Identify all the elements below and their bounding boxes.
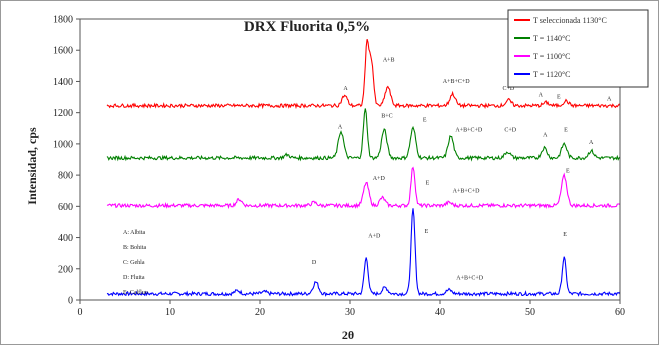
x-tick-label: 20 xyxy=(255,307,265,318)
x-tick-label: 60 xyxy=(615,307,625,318)
series-layer xyxy=(106,39,621,297)
axes-layer: 0 200 400 600 800 1000 1200 1400 1600 1800 0 10 20 30… xyxy=(53,15,625,319)
peak-label: A+D xyxy=(373,176,386,182)
peak-label: E xyxy=(426,180,430,186)
legend-label: T = 1120°C xyxy=(533,70,571,79)
peak-label: A xyxy=(607,96,612,102)
phase-key-item: A: Albita xyxy=(123,230,146,236)
peak-label: A xyxy=(589,140,594,146)
series-line-4 xyxy=(106,39,621,110)
peak-label: A xyxy=(343,86,348,92)
peak-label: B+C xyxy=(381,113,392,119)
y-tick-label: 1200 xyxy=(53,108,73,119)
x-tick-label: 50 xyxy=(525,307,535,318)
series-line-3 xyxy=(106,108,621,162)
peak-label: A+B+C+D xyxy=(443,79,470,85)
phase-key-item: B: Bohita xyxy=(123,245,147,251)
phase-key-item: E: Calfluo xyxy=(123,289,148,296)
peak-label: A+B+C+D xyxy=(456,275,483,281)
y-tick-label: 600 xyxy=(58,202,73,213)
peak-label: A xyxy=(338,124,343,130)
legend-label: T seleccionada 1130°C xyxy=(533,16,607,25)
peak-label: E xyxy=(564,128,568,134)
peak-label: A+B xyxy=(383,57,395,63)
peak-label: A+D xyxy=(368,234,381,240)
x-tick-label: 10 xyxy=(165,307,175,318)
phase-key: A: Albita B: Bohita C: Gehla D: Fluita E: Ca… xyxy=(123,230,148,296)
legend-box xyxy=(507,9,649,88)
chart-title: DRX Fluorita 0,5% xyxy=(244,19,370,35)
x-tick-label: 40 xyxy=(435,307,445,318)
peak-label: C+D xyxy=(503,86,515,92)
annotation-layer: A A+B A+B+C+D C+D A E A A B+C E A+B+C+D C+D A E A A+D E A… xyxy=(312,57,612,281)
legend-label: T = 1100°C xyxy=(533,52,571,61)
peak-label: A+B+C+D xyxy=(453,188,480,194)
peak-label: E xyxy=(423,118,427,124)
peak-label: A xyxy=(543,132,548,138)
x-axis-title: 2θ xyxy=(342,328,354,342)
y-tick-label: 1800 xyxy=(53,15,73,26)
y-axis-title: Intensidad, cps xyxy=(25,127,39,205)
phase-key-item: C: Gehla xyxy=(123,260,145,266)
x-tick-label: 30 xyxy=(345,307,355,318)
y-tick-label: 0 xyxy=(68,296,73,307)
y-tick-label: 400 xyxy=(58,233,73,244)
peak-label: D xyxy=(312,260,317,266)
peak-label: A+B+C+D xyxy=(455,128,482,134)
y-tick-label: 200 xyxy=(58,264,73,275)
legend-entries: T seleccionada 1130°C T = 1140°C T = 1100°… xyxy=(514,16,607,79)
series-line-2 xyxy=(106,166,621,210)
peak-label: E xyxy=(425,229,429,235)
peak-label: A xyxy=(539,92,544,98)
y-tick-label: 1600 xyxy=(53,46,73,57)
y-tick-label: 800 xyxy=(58,171,73,182)
legend-label: T = 1140°C xyxy=(533,34,571,43)
y-tick-label: 1400 xyxy=(53,77,73,88)
phase-key-item: D: Fluita xyxy=(123,275,145,281)
peak-label: E xyxy=(563,232,567,238)
x-tick-label: 0 xyxy=(78,307,83,318)
legend: T seleccionada 1130°C T = 1140°C T = 1100°… xyxy=(507,9,649,88)
peak-label: E xyxy=(566,168,570,174)
peak-label: C+D xyxy=(504,128,516,134)
y-tick-label: 1000 xyxy=(53,139,73,150)
peak-label: E xyxy=(557,95,561,101)
series-line-1 xyxy=(106,208,621,297)
